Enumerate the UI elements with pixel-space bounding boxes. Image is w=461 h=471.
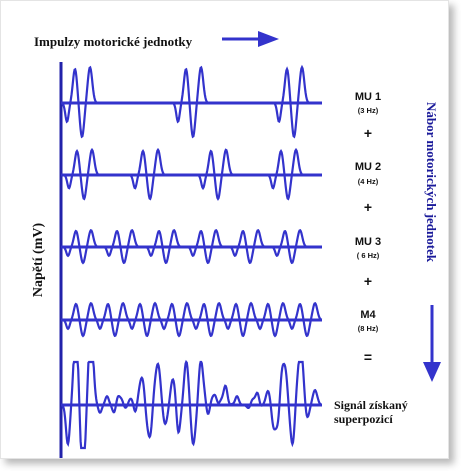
plus-sign-3: + [364, 273, 372, 289]
result-label-line2: superpozicí [334, 412, 393, 426]
unit-freq-mu3: ( 6 Hz) [357, 251, 380, 260]
unit-name-m4: M4 [360, 309, 376, 321]
plus-sign-2: + [364, 199, 372, 215]
time-arrow-icon [222, 31, 279, 47]
unit-name-mu1: MU 1 [355, 91, 381, 103]
trace-superposition [61, 359, 322, 450]
plus-sign-1: + [364, 125, 372, 141]
trace-m4 [61, 301, 323, 338]
figure-frame [0, 0, 449, 459]
unit-name-mu3: MU 3 [355, 236, 381, 248]
trace-mu2 [62, 147, 322, 201]
result-label-line1: Signál získaný [334, 398, 408, 412]
recruitment-arrow-icon [423, 305, 441, 382]
y-axis-label: Napětí (mV) [31, 223, 46, 298]
unit-freq-mu1: (3 Hz) [358, 106, 379, 115]
unit-freq-m4: (8 Hz) [358, 324, 379, 333]
unit-freq-mu2: (4 Hz) [358, 177, 379, 186]
unit-name-mu2: MU 2 [355, 161, 381, 173]
recruitment-label: Nábor motorických jednotek [424, 102, 439, 263]
trace-mu1 [61, 64, 322, 139]
title-text: Impulzy motorické jednotky [34, 34, 193, 49]
trace-mu3 [61, 228, 322, 265]
equals-sign: = [364, 349, 372, 365]
